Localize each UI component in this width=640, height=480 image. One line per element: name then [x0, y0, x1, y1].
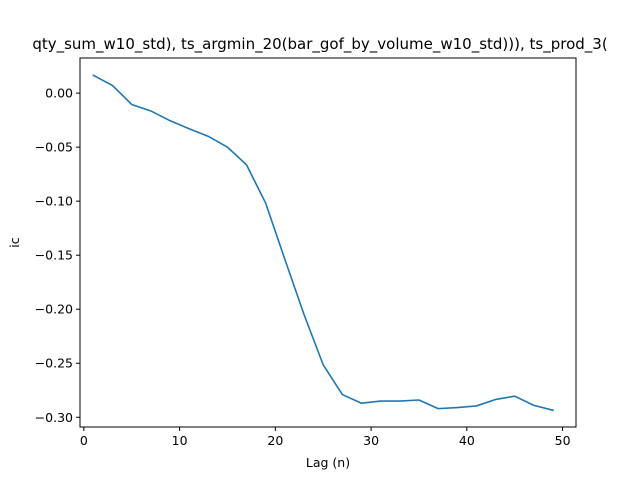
y-tick-label: −0.30	[35, 410, 73, 425]
x-axis: 0 10 20 30 40 50	[80, 427, 571, 448]
series-line	[92, 74, 554, 412]
y-tick-label: −0.15	[35, 248, 73, 263]
chart-title: qty_sum_w10_std), ts_argmin_20(bar_gof_b…	[32, 35, 607, 54]
y-tick-label: −0.05	[35, 140, 73, 155]
y-axis: 0.00 −0.05 −0.10 −0.15 −0.20 −0.25 −0.30	[35, 86, 80, 425]
x-tick-label: 30	[363, 433, 379, 448]
x-tick-label: 50	[555, 433, 571, 448]
y-axis-label: ic	[7, 237, 22, 247]
y-tick-label: −0.10	[35, 194, 73, 209]
y-tick-label: −0.25	[35, 356, 73, 371]
x-tick-label: 20	[267, 433, 283, 448]
y-tick-label: −0.20	[35, 302, 73, 317]
plot-area	[92, 74, 554, 412]
x-tick-label: 40	[459, 433, 475, 448]
axes-frame	[79, 57, 577, 428]
y-tick-label: 0.00	[45, 86, 73, 101]
x-tick-label: 10	[172, 433, 188, 448]
x-axis-label: Lag (n)	[306, 455, 350, 470]
x-tick-label: 0	[80, 433, 88, 448]
